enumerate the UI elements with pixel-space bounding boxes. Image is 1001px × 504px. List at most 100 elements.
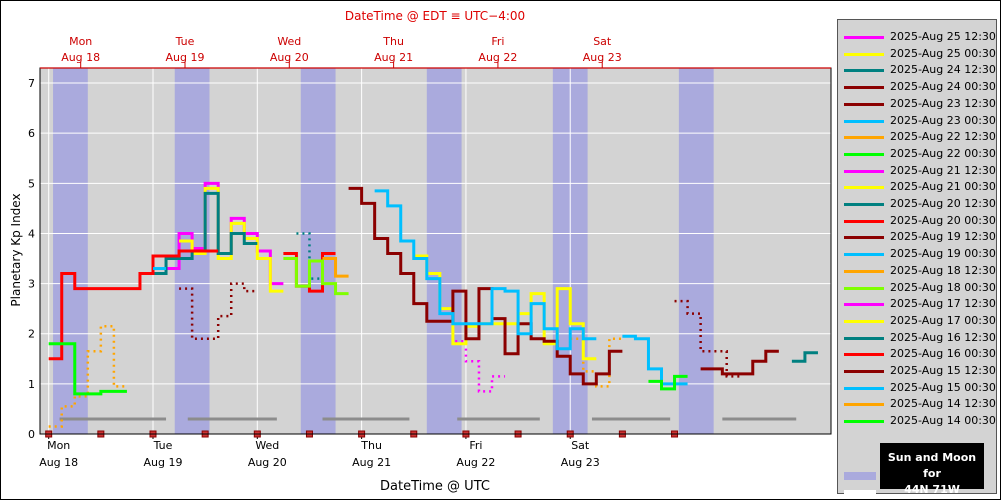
legend-line-6 xyxy=(844,136,884,140)
legend-label-12: 2025-Aug 19 12:30 xyxy=(890,230,996,244)
legend-label-19: 2025-Aug 16 00:30 xyxy=(890,347,996,361)
sun-moon-line1: Sun and Moon for xyxy=(887,451,977,480)
moon-bar-swatch xyxy=(844,490,876,498)
x-tick-date-3: Aug 21 xyxy=(352,456,391,469)
y-tick-label-5: 5 xyxy=(28,177,35,190)
x-tick-date-1: Aug 19 xyxy=(144,456,183,469)
legend-line-4 xyxy=(844,102,884,106)
legend-line-15 xyxy=(844,286,884,290)
x-tick-day-4: Fri xyxy=(469,439,482,452)
legend-label-9: 2025-Aug 21 00:30 xyxy=(890,180,996,194)
x-tick-date-0: Aug 18 xyxy=(39,456,78,469)
legend-label-22: 2025-Aug 14 12:30 xyxy=(890,397,996,411)
legend-item-11: 2025-Aug 20 00:30 xyxy=(838,213,996,229)
y-tick-label-3: 3 xyxy=(28,278,35,291)
x-axis-label: DateTime @ UTC xyxy=(380,479,490,494)
legend-line-5 xyxy=(844,119,884,123)
legend-label-13: 2025-Aug 19 00:30 xyxy=(890,247,996,261)
legend-item-9: 2025-Aug 21 00:30 xyxy=(838,179,996,195)
x-tick-day-2: Wed xyxy=(255,439,279,452)
legend-item-23: 2025-Aug 14 00:30 xyxy=(838,413,996,429)
night-band-3 xyxy=(426,68,462,434)
legend-line-7 xyxy=(844,152,884,156)
legend-item-2: 2025-Aug 24 12:30 xyxy=(838,62,996,78)
legend-item-7: 2025-Aug 22 00:30 xyxy=(838,146,996,162)
legend-line-8 xyxy=(844,169,884,173)
legend-item-8: 2025-Aug 21 12:30 xyxy=(838,163,996,179)
top-tick-day-1: Tue xyxy=(175,35,195,48)
legend-label-7: 2025-Aug 22 00:30 xyxy=(890,146,996,160)
legend-label-2: 2025-Aug 24 12:30 xyxy=(890,63,996,77)
x-tick-date-4: Aug 22 xyxy=(456,456,495,469)
series-line-20 xyxy=(179,282,258,340)
legend-line-16 xyxy=(844,303,884,307)
top-tick-day-3: Thu xyxy=(382,35,404,48)
top-tick-day-2: Wed xyxy=(277,35,301,48)
y-tick-label-2: 2 xyxy=(28,328,35,341)
top-tick-date-3: Aug 21 xyxy=(374,51,413,64)
legend-item-0: 2025-Aug 25 12:30 xyxy=(838,29,996,45)
top-tick-date-4: Aug 22 xyxy=(478,51,517,64)
plot-layer: 0 1 2 3 4 5 6 7 Mon Aug 18 Mon Aug 18 Tue Aug 19 Tue Au… xyxy=(28,35,832,469)
legend-item-21: 2025-Aug 15 00:30 xyxy=(838,380,996,396)
legend-item-18: 2025-Aug 16 12:30 xyxy=(838,330,996,346)
series-line-18 xyxy=(153,191,258,276)
series-line-5 xyxy=(622,334,688,386)
legend-line-23 xyxy=(844,420,884,424)
y-tick-label-4: 4 xyxy=(28,227,35,240)
legend-line-17 xyxy=(844,319,884,323)
legend-label-1: 2025-Aug 25 00:30 xyxy=(890,46,996,60)
legend-line-11 xyxy=(844,219,884,223)
legend-item-20: 2025-Aug 15 12:30 xyxy=(838,363,996,379)
top-tick-day-4: Fri xyxy=(491,35,504,48)
legend-label-10: 2025-Aug 20 12:30 xyxy=(890,197,996,210)
legend-label-20: 2025-Aug 15 12:30 xyxy=(890,364,996,377)
y-axis-label: Planetary Kp Index xyxy=(9,193,23,306)
legend: 2025-Aug 25 12:30 2025-Aug 25 00:30 2025-A… xyxy=(837,19,997,498)
night-band-2 xyxy=(300,68,336,434)
top-tick-date-0: Aug 18 xyxy=(61,51,100,64)
legend-label-17: 2025-Aug 17 00:30 xyxy=(890,313,996,327)
legend-line-9 xyxy=(844,186,884,190)
y-tick-label-0: 0 xyxy=(28,428,35,441)
y-tick-label-1: 1 xyxy=(28,378,35,391)
legend-item-3: 2025-Aug 24 00:30 xyxy=(838,79,996,95)
night-band-5 xyxy=(678,68,714,434)
x-tick-date-2: Aug 20 xyxy=(248,456,287,469)
top-tick-day-5: Sat xyxy=(593,35,612,48)
chart-title: DateTime @ EDT ≡ UTC−4:00 xyxy=(345,9,525,23)
legend-label-0: 2025-Aug 25 12:30 xyxy=(890,30,996,43)
x-tick-day-1: Tue xyxy=(153,439,173,452)
legend-label-18: 2025-Aug 16 12:30 xyxy=(890,330,996,344)
legend-item-5: 2025-Aug 23 00:30 xyxy=(838,113,996,129)
top-tick-date-1: Aug 19 xyxy=(166,51,205,64)
legend-line-18 xyxy=(844,336,884,340)
legend-item-14: 2025-Aug 18 12:30 xyxy=(838,263,996,279)
series-line-19 xyxy=(48,249,219,361)
night-band-0 xyxy=(53,68,88,434)
legend-item-4: 2025-Aug 23 12:30 xyxy=(838,96,996,112)
legend-item-13: 2025-Aug 19 00:30 xyxy=(838,246,996,262)
legend-label-8: 2025-Aug 21 12:30 xyxy=(890,163,996,177)
legend-label-23: 2025-Aug 14 00:30 xyxy=(890,414,996,428)
legend-label-6: 2025-Aug 22 12:30 xyxy=(890,130,996,144)
x-tick-day-3: Thu xyxy=(360,439,382,452)
legend-label-5: 2025-Aug 23 00:30 xyxy=(890,113,996,127)
y-tick-label-6: 6 xyxy=(28,127,35,140)
legend-item-10: 2025-Aug 20 12:30 xyxy=(838,196,996,212)
series-line-2 xyxy=(791,351,818,363)
top-tick-day-0: Mon xyxy=(69,35,92,48)
legend-line-14 xyxy=(844,269,884,273)
legend-line-12 xyxy=(844,236,884,240)
top-tick-date-5: Aug 23 xyxy=(583,51,622,64)
legend-label-14: 2025-Aug 18 12:30 xyxy=(890,263,996,277)
legend-item-16: 2025-Aug 17 12:30 xyxy=(838,296,996,312)
series-line-7 xyxy=(648,374,688,391)
legend-line-2 xyxy=(844,69,884,73)
legend-line-13 xyxy=(844,253,884,257)
legend-label-4: 2025-Aug 23 12:30 xyxy=(890,96,996,110)
legend-line-1 xyxy=(844,52,884,56)
series-line-23 xyxy=(48,342,127,396)
legend-line-20 xyxy=(844,370,884,373)
